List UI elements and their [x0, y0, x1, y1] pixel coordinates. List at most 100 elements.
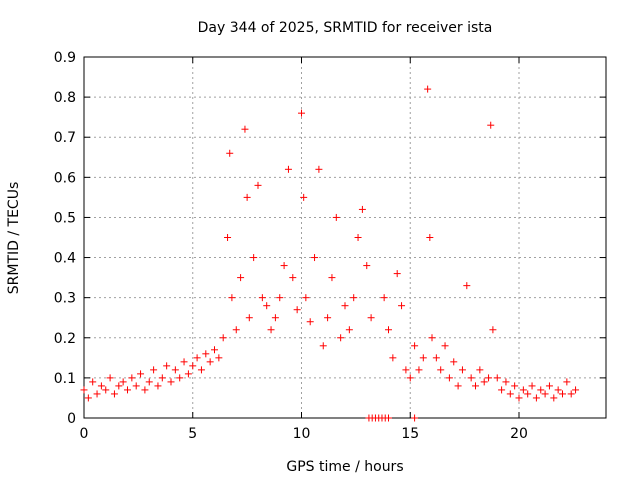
data-point	[441, 342, 449, 350]
data-point	[550, 394, 558, 402]
data-point	[158, 374, 166, 382]
y-tick-label: 0.5	[54, 210, 76, 226]
data-point	[189, 362, 197, 370]
data-point	[480, 378, 488, 386]
data-point	[184, 370, 192, 378]
data-point	[206, 358, 214, 366]
data-point	[211, 346, 218, 354]
data-point	[254, 181, 262, 189]
data-point	[563, 378, 571, 386]
data-point	[167, 378, 175, 386]
y-tick-label: 0.9	[54, 50, 76, 66]
data-point	[454, 382, 462, 390]
x-tick-label: 10	[293, 426, 311, 442]
data-point	[419, 354, 427, 362]
data-point	[350, 294, 358, 302]
data-point	[385, 414, 392, 422]
data-point	[306, 318, 314, 326]
data-point	[450, 358, 458, 366]
data-point	[89, 378, 97, 386]
data-point	[302, 294, 310, 302]
data-point	[554, 386, 562, 394]
data-point	[467, 374, 475, 382]
plot-frame	[83, 56, 607, 419]
x-tick-label: 0	[80, 426, 89, 442]
data-point	[319, 342, 327, 350]
data-point	[389, 354, 397, 362]
data-point	[237, 274, 245, 282]
data-point	[445, 374, 453, 382]
data-point	[258, 294, 266, 302]
data-point	[115, 382, 123, 390]
data-point	[341, 302, 349, 310]
data-point	[572, 386, 580, 394]
data-point	[150, 366, 158, 374]
data-point	[426, 234, 434, 241]
data-point	[141, 386, 149, 394]
data-point	[528, 382, 536, 390]
data-point	[524, 390, 532, 398]
data-point	[137, 370, 145, 378]
data-point	[128, 374, 136, 382]
x-axis-label: GPS time / hours	[286, 459, 403, 475]
data-markers	[80, 85, 580, 422]
data-point	[358, 205, 366, 213]
data-point	[176, 374, 184, 382]
data-point	[402, 366, 410, 374]
y-tick-label: 0.6	[54, 170, 76, 186]
data-point	[328, 274, 336, 282]
data-point	[415, 366, 423, 374]
y-axis-label: SRMTID / TECUs	[6, 182, 22, 295]
y-tick-label: 0.3	[54, 291, 76, 307]
x-tick-label: 15	[401, 426, 419, 442]
data-point	[315, 165, 323, 173]
y-tick-label: 0.4	[54, 251, 76, 267]
data-point	[487, 121, 495, 129]
data-point	[515, 394, 523, 402]
data-point	[393, 270, 401, 278]
data-point	[493, 374, 501, 382]
data-point	[537, 386, 545, 394]
y-tick-label: 0.1	[54, 371, 76, 387]
data-point	[250, 254, 258, 262]
data-point	[519, 386, 527, 394]
data-point	[132, 382, 140, 390]
data-point	[245, 314, 253, 322]
data-point	[163, 362, 171, 370]
data-point	[80, 386, 88, 394]
data-point	[463, 282, 471, 290]
data-point	[437, 366, 445, 374]
data-point	[93, 390, 101, 398]
data-point	[267, 326, 275, 334]
data-point	[224, 234, 232, 241]
data-point	[276, 294, 284, 302]
data-point	[489, 326, 497, 334]
data-point	[202, 350, 210, 358]
data-point	[363, 262, 371, 270]
data-point	[228, 294, 236, 302]
data-point	[559, 390, 566, 398]
data-point	[476, 366, 484, 374]
y-tick-label: 0.7	[54, 130, 76, 146]
data-point	[280, 262, 288, 270]
y-tick-label: 0	[67, 411, 76, 427]
data-point	[498, 386, 506, 394]
data-point	[337, 334, 345, 342]
data-point	[406, 374, 414, 382]
data-point	[385, 326, 392, 334]
data-point	[354, 234, 362, 241]
data-point	[263, 302, 271, 310]
data-point	[180, 358, 188, 366]
data-point	[197, 366, 205, 374]
data-point	[106, 374, 114, 382]
data-point	[110, 390, 118, 398]
data-point	[289, 274, 297, 282]
data-point	[432, 354, 440, 362]
data-point	[102, 386, 110, 394]
data-point	[532, 394, 540, 402]
data-point	[424, 85, 432, 93]
data-point	[298, 109, 305, 117]
data-point	[332, 213, 340, 221]
data-point	[545, 382, 553, 390]
